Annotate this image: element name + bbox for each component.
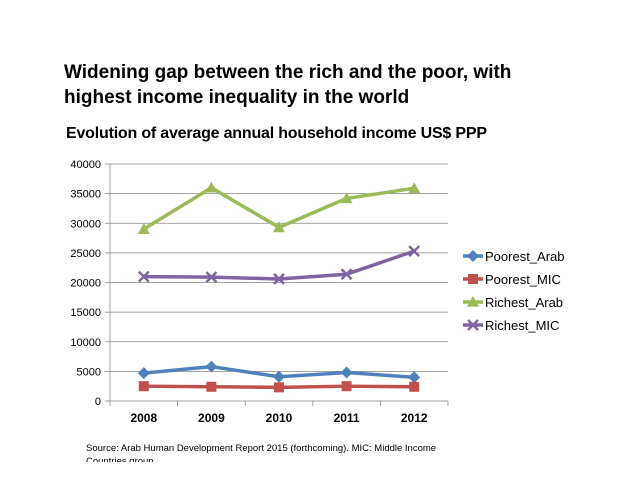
series [137, 181, 421, 393]
series-Poorest_Arab [137, 360, 421, 384]
data-point [205, 360, 218, 373]
legend-item: Richest_MIC [463, 318, 559, 333]
data-point [409, 381, 420, 392]
x-axis-ticks: 2008 2009 2010 2011 2012 [130, 411, 427, 425]
y-tick-label: 5000 [77, 366, 101, 378]
data-point [137, 367, 150, 380]
x-tick-label: 2010 [266, 411, 293, 425]
y-tick-label: 10000 [70, 337, 101, 349]
y-tick-label: 40000 [70, 159, 101, 171]
data-point [206, 381, 217, 392]
data-point [408, 371, 421, 384]
data-point [408, 182, 421, 194]
data-point [138, 381, 149, 392]
legend-item: Richest_Arab [463, 295, 563, 310]
legend-label: Poorest_MIC [485, 272, 561, 287]
data-point [205, 271, 218, 284]
data-point [273, 221, 285, 233]
x-tick-label: 2011 [334, 411, 360, 425]
y-axis-ticks: 0 5000 10000 15000 20000 25000 30000 35000 40000 [70, 159, 101, 408]
legend: Poorest_Arab Poorest_MIC Richest_Arab Riche… [463, 249, 565, 333]
data-point [408, 245, 421, 257]
y-tick-label: 0 [95, 396, 101, 408]
y-tick-label: 15000 [70, 307, 101, 319]
y-tick-label: 25000 [70, 248, 101, 260]
x-tick-label: 2008 [130, 411, 157, 425]
legend-label: Poorest_Arab [485, 249, 565, 264]
data-point [273, 370, 285, 383]
data-point [340, 192, 353, 204]
y-tick-label: 20000 [70, 278, 101, 290]
source-note: Source: Arab Human Development Report 20… [86, 443, 437, 462]
y-tick-label: 35000 [70, 189, 101, 201]
legend-item: Poorest_Arab [463, 249, 565, 264]
y-tick-label: 30000 [70, 218, 101, 230]
series-Richest_Arab [137, 181, 421, 234]
data-point [273, 273, 285, 285]
data-point [340, 268, 353, 281]
legend-item: Poorest_MIC [463, 272, 561, 287]
legend-marker [468, 274, 478, 284]
data-point [205, 181, 218, 193]
series-Poorest_MIC [138, 381, 420, 393]
x-tick-label: 2009 [198, 411, 225, 425]
chart-title: Evolution of average annual household in… [66, 125, 487, 142]
legend-marker [467, 250, 479, 262]
data-point [137, 223, 150, 234]
series-line [143, 249, 415, 281]
data-point [137, 270, 150, 283]
legend-label: Richest_Arab [485, 295, 563, 310]
gridlines [110, 163, 448, 372]
data-point [274, 382, 284, 393]
legend-label: Richest_MIC [485, 318, 559, 333]
series-Richest_MIC [137, 245, 421, 285]
legend-marker [467, 319, 479, 331]
data-point [341, 381, 352, 392]
legend-marker [467, 296, 479, 307]
data-point [340, 366, 353, 379]
axes [105, 163, 449, 406]
x-tick-label: 2012 [401, 411, 428, 425]
slide-title: Widening gap between the rich and the po… [64, 62, 512, 108]
